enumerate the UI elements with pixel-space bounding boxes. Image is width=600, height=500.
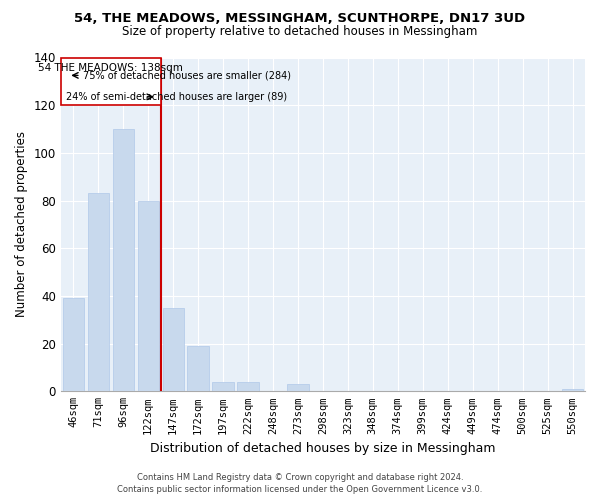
Bar [62,298,84,392]
Bar [187,346,209,392]
Bar [562,389,583,392]
Text: 75% of detached houses are smaller (284): 75% of detached houses are smaller (284) [83,70,291,81]
Bar [238,382,259,392]
Bar [212,382,233,392]
Text: 24% of semi-detached houses are larger (89): 24% of semi-detached houses are larger (… [66,92,287,102]
Bar [137,200,159,392]
Text: 54, THE MEADOWS, MESSINGHAM, SCUNTHORPE, DN17 3UD: 54, THE MEADOWS, MESSINGHAM, SCUNTHORPE,… [74,12,526,26]
Text: Size of property relative to detached houses in Messingham: Size of property relative to detached ho… [122,25,478,38]
Bar [113,129,134,392]
Y-axis label: Number of detached properties: Number of detached properties [15,132,28,318]
Bar [61,58,161,105]
Text: 54 THE MEADOWS: 138sqm: 54 THE MEADOWS: 138sqm [38,64,183,74]
X-axis label: Distribution of detached houses by size in Messingham: Distribution of detached houses by size … [150,442,496,455]
Bar [88,194,109,392]
Bar [163,308,184,392]
Bar [287,384,308,392]
Text: Contains HM Land Registry data © Crown copyright and database right 2024.
Contai: Contains HM Land Registry data © Crown c… [118,472,482,494]
